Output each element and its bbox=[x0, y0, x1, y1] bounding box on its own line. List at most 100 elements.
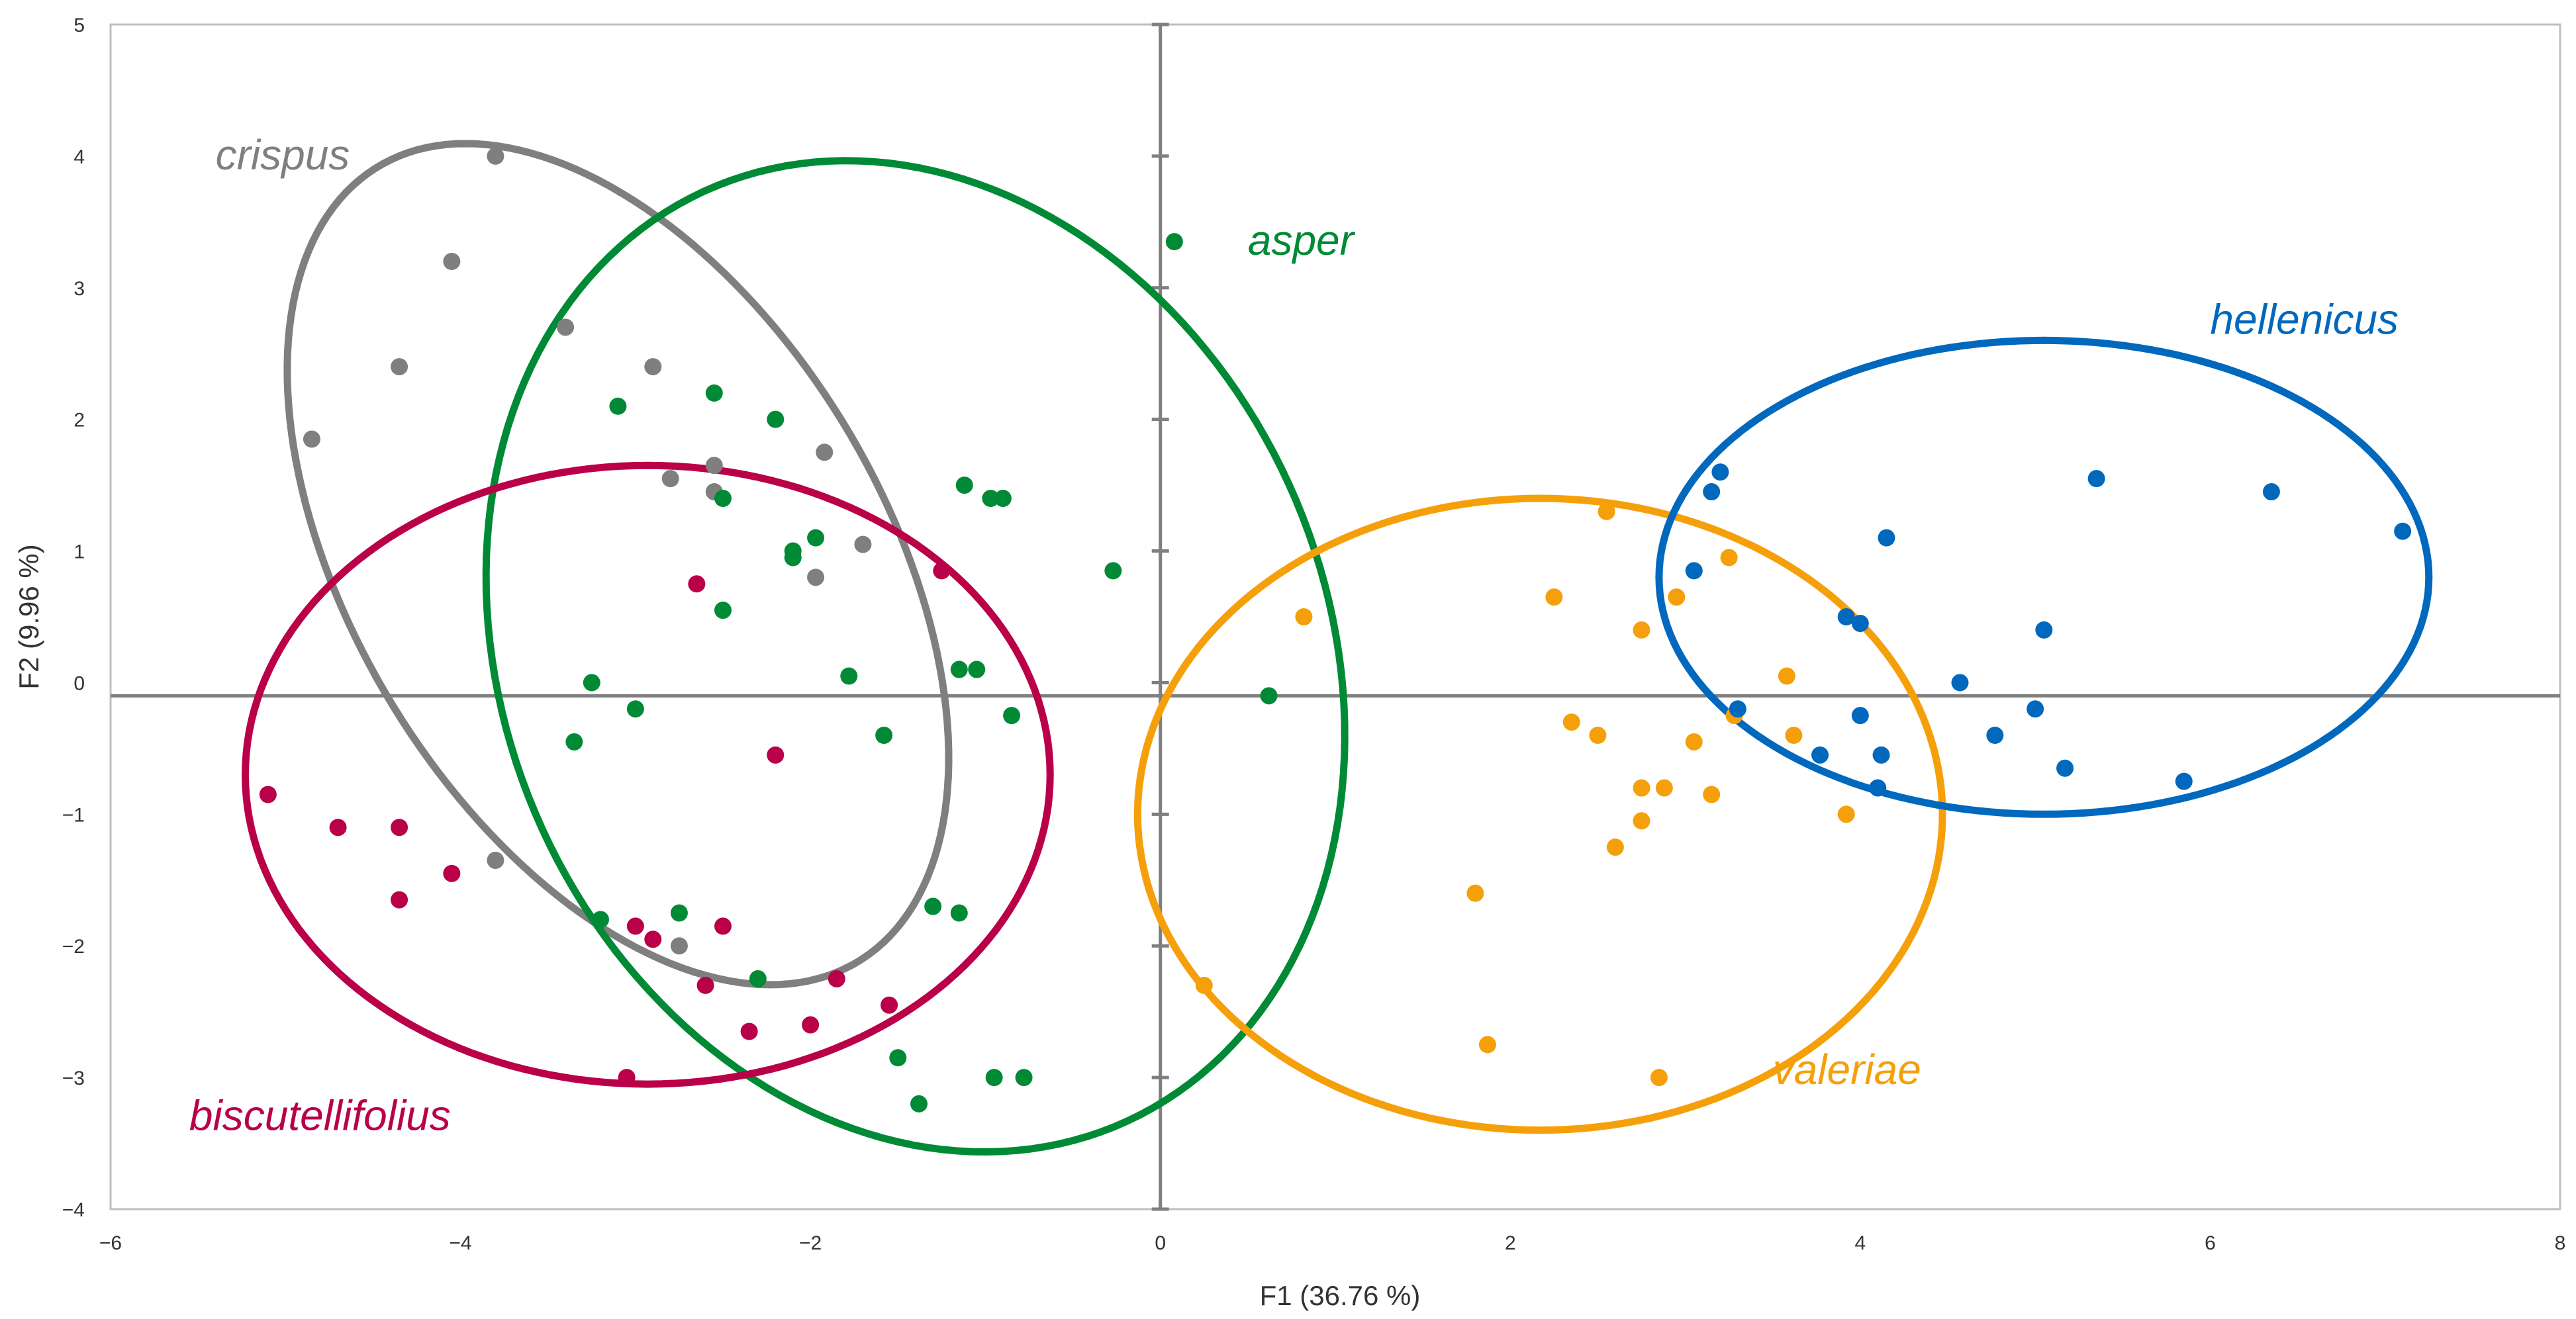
crispus-ellipse bbox=[283, 140, 953, 989]
valeriae-data-point bbox=[1295, 608, 1313, 625]
asper-data-point bbox=[1003, 707, 1021, 725]
asper-data-point bbox=[982, 490, 1000, 507]
asper-data-point bbox=[994, 490, 1012, 507]
asper-data-point bbox=[807, 529, 825, 547]
data-points bbox=[259, 147, 2412, 1113]
asper-data-point bbox=[1260, 687, 1278, 705]
x-tick-label: 0 bbox=[1155, 1232, 1166, 1254]
y-tick-label: 0 bbox=[73, 672, 85, 694]
x-axis-title: F1 (36.76 %) bbox=[1260, 1280, 1421, 1311]
crispus-data-point bbox=[303, 430, 320, 448]
biscutellifolius-data-point bbox=[881, 996, 898, 1014]
asper-data-point bbox=[955, 477, 973, 494]
asper-data-point bbox=[749, 970, 767, 987]
valeriae-data-point bbox=[1720, 549, 1738, 567]
hellenicus-data-point bbox=[1851, 614, 1869, 632]
hellenicus-data-point bbox=[2035, 621, 2053, 639]
y-tick-label: 2 bbox=[73, 410, 85, 432]
valeriae-data-point bbox=[1633, 812, 1650, 830]
y-tick-label: −4 bbox=[62, 1199, 85, 1221]
biscutellifolius-data-point bbox=[391, 891, 408, 909]
x-tick-label: 6 bbox=[2205, 1232, 2216, 1254]
biscutellifolius-ellipse bbox=[241, 461, 1054, 1088]
y-axis-title: F2 (9.96 %) bbox=[13, 544, 44, 689]
asper-data-point bbox=[583, 674, 600, 692]
x-tick-label: −2 bbox=[799, 1232, 822, 1254]
asper-data-point bbox=[968, 660, 986, 678]
crispus-data-point bbox=[816, 443, 834, 461]
valeriae-data-point bbox=[1703, 786, 1721, 803]
asper-data-point bbox=[565, 733, 583, 750]
plot-frame bbox=[109, 23, 2561, 1210]
crispus-data-point bbox=[557, 318, 575, 336]
asper-data-point bbox=[840, 667, 858, 685]
crispus-data-point bbox=[854, 535, 872, 553]
valeriae-data-point bbox=[1545, 588, 1563, 606]
asper-data-point bbox=[1015, 1069, 1033, 1087]
biscutellifolius-data-point bbox=[688, 575, 706, 593]
y-tick-label: 3 bbox=[73, 278, 85, 300]
asper-data-point bbox=[626, 700, 644, 718]
asper-data-point bbox=[705, 384, 723, 402]
biscutellifolius-data-point bbox=[802, 1016, 820, 1034]
hellenicus-data-point bbox=[1685, 562, 1703, 580]
valeriae-data-point bbox=[1562, 713, 1580, 731]
biscutellifolius-data-point bbox=[933, 562, 951, 580]
asper-data-point bbox=[714, 490, 732, 507]
biscutellifolius-data-point bbox=[391, 819, 408, 837]
biscutellifolius-group-label: biscutellifolius bbox=[189, 1092, 451, 1140]
valeriae-data-point bbox=[1195, 976, 1213, 994]
crispus-data-point bbox=[487, 851, 504, 869]
y-tick-label: 5 bbox=[73, 15, 85, 36]
group-ellipses bbox=[241, 140, 2433, 1156]
hellenicus-data-point bbox=[2262, 483, 2280, 501]
valeriae-data-point bbox=[1837, 805, 1855, 823]
biscutellifolius-data-point bbox=[618, 1069, 636, 1087]
hellenicus-data-point bbox=[1811, 746, 1829, 764]
valeriae-data-point bbox=[1598, 502, 1615, 520]
asper-data-point bbox=[924, 897, 942, 915]
asper-data-point bbox=[889, 1049, 907, 1067]
crispus-data-point bbox=[443, 253, 461, 270]
x-tick-label: −4 bbox=[449, 1232, 471, 1254]
asper-ellipse bbox=[482, 157, 1349, 1156]
hellenicus-data-point bbox=[1872, 746, 1890, 764]
valeriae-data-point bbox=[1466, 884, 1484, 902]
biscutellifolius-data-point bbox=[714, 917, 732, 935]
valeriae-data-point bbox=[1668, 588, 1686, 606]
valeriae-data-point bbox=[1478, 1036, 1496, 1054]
crispus-data-point bbox=[644, 358, 662, 376]
hellenicus-data-point bbox=[1951, 674, 1969, 692]
y-tick-label: −1 bbox=[62, 804, 85, 826]
hellenicus-data-point bbox=[2027, 700, 2044, 718]
asper-data-point bbox=[714, 602, 732, 619]
biscutellifolius-data-point bbox=[443, 864, 461, 882]
hellenicus-ellipse bbox=[1655, 336, 2433, 818]
hellenicus-data-point bbox=[1703, 483, 1721, 501]
valeriae-data-point bbox=[1778, 667, 1795, 685]
hellenicus-data-point bbox=[1711, 463, 1729, 481]
asper-data-point bbox=[910, 1095, 928, 1113]
y-tick-label: −2 bbox=[62, 936, 85, 958]
valeriae-data-point bbox=[1589, 727, 1607, 744]
crispus-data-point bbox=[670, 937, 688, 955]
reference-lines bbox=[111, 23, 2560, 1211]
hellenicus-data-point bbox=[2087, 470, 2105, 488]
y-tick-label: −3 bbox=[62, 1068, 85, 1089]
crispus-data-point bbox=[807, 569, 825, 586]
crispus-data-point bbox=[487, 147, 504, 165]
biscutellifolius-data-point bbox=[696, 976, 714, 994]
y-tick-label: 1 bbox=[73, 541, 85, 563]
hellenicus-data-point bbox=[1986, 727, 2004, 744]
x-tick-label: −6 bbox=[99, 1232, 122, 1254]
crispus-data-point bbox=[661, 470, 679, 488]
crispus-group-label: crispus bbox=[216, 131, 350, 179]
crispus-data-point bbox=[391, 358, 408, 376]
x-tick-label: 2 bbox=[1505, 1232, 1516, 1254]
group-labels: crispus asper biscutellifolius valeriae hell… bbox=[189, 131, 2399, 1140]
asper-data-point bbox=[950, 904, 968, 922]
valeriae-data-point bbox=[1633, 779, 1650, 797]
x-tick-label: 4 bbox=[1855, 1232, 1866, 1254]
hellenicus-data-point bbox=[1878, 529, 1895, 547]
